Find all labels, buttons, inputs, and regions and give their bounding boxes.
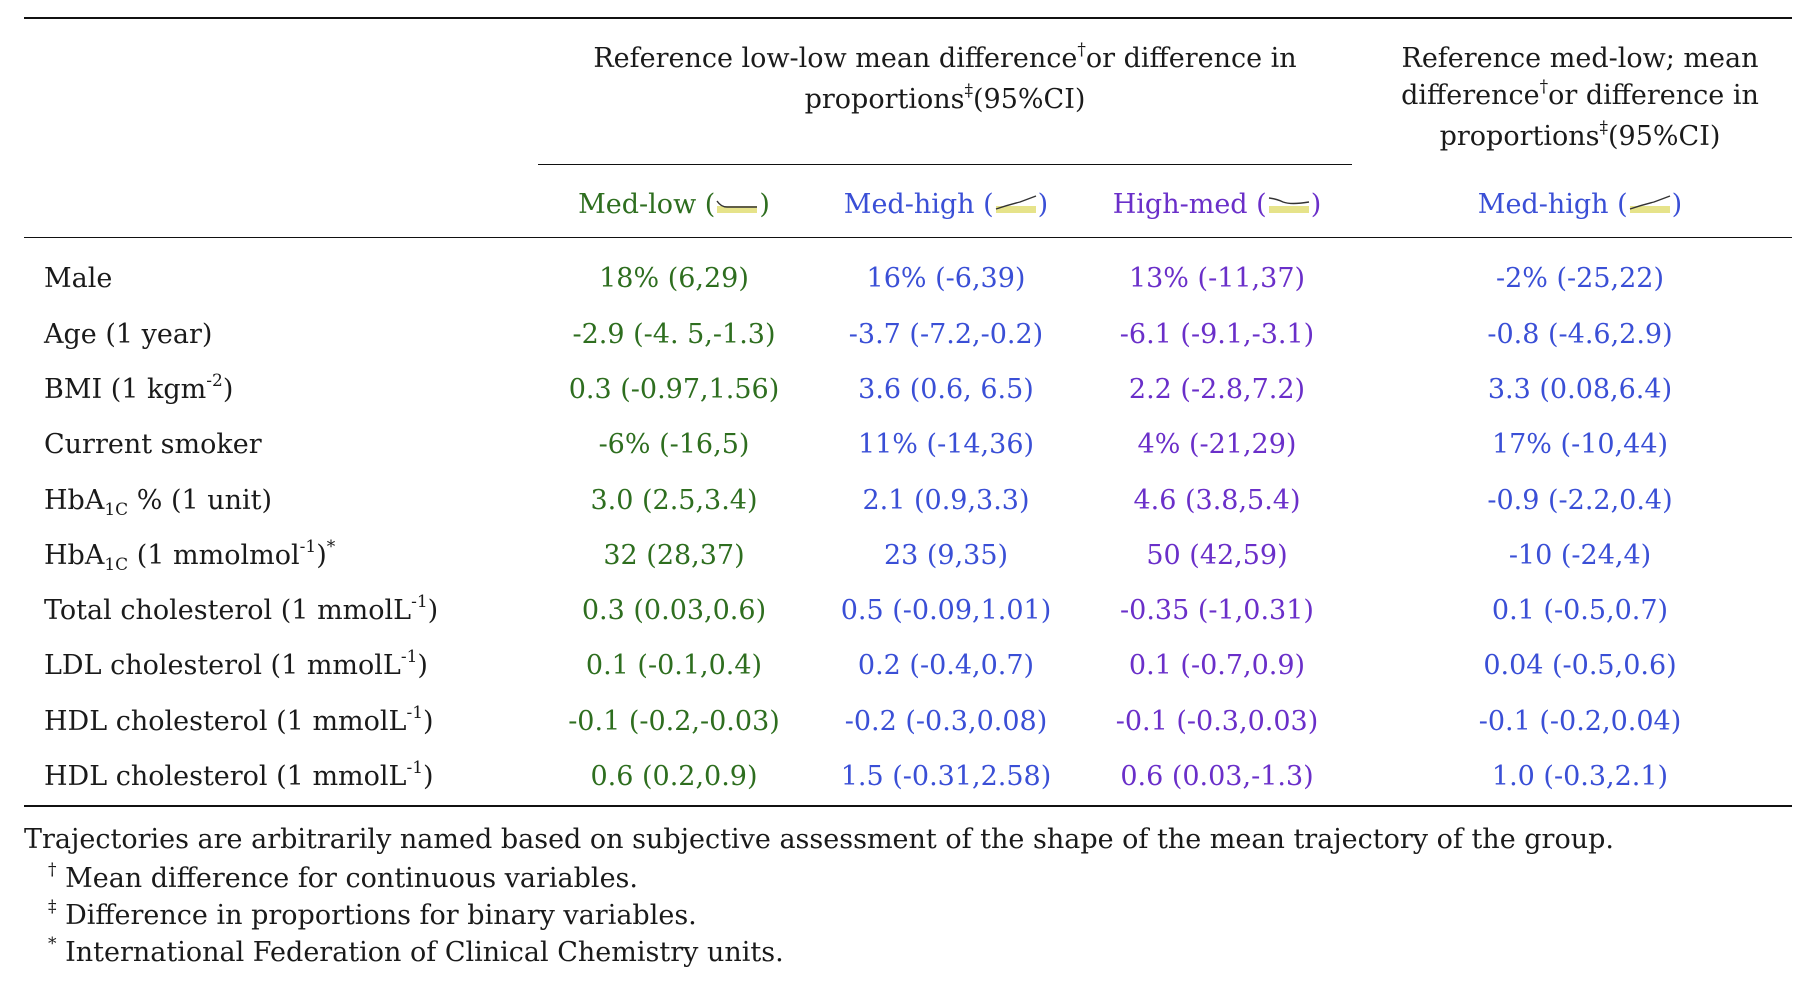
row-label-hba1c-mmolmol: HbA1C (1 mmolmol-1)* <box>44 537 336 575</box>
footnote-ddagger: ‡ Difference in proportions for binary v… <box>48 897 697 931</box>
table-cell: -2.9 (-4. 5,-1.3) <box>572 319 776 350</box>
group-rule <box>538 164 1352 165</box>
table-cell: 1.5 (-0.31,2.58) <box>840 761 1052 792</box>
table-cell: -10 (-24,4) <box>1508 540 1652 571</box>
table-cell: -6% (-16,5) <box>598 429 750 460</box>
table-cell: -0.1 (-0.2,-0.03) <box>568 706 780 737</box>
row-label-current-smoker: Current smoker <box>44 429 262 460</box>
table-cell: 2.1 (0.9,3.3) <box>862 485 1030 516</box>
table-cell: 1.0 (-0.3,2.1) <box>1491 761 1669 792</box>
table-cell: -0.1 (-0.3,0.03) <box>1115 706 1319 737</box>
row-label-male: Male <box>44 263 113 294</box>
row-label-total-cholesterol: Total cholesterol (1 mmolL-1) <box>44 592 439 626</box>
row-label-hdl-cholesterol-2: HDL cholesterol (1 mmolL-1) <box>44 758 434 792</box>
footnote-trajectories: Trajectories are arbitrarily named based… <box>24 824 1614 855</box>
falling-trajectory-icon <box>1268 197 1309 213</box>
footnote-dagger: † Mean difference for continuous variabl… <box>48 860 638 894</box>
table-cell: 0.6 (0.2,0.9) <box>590 761 758 792</box>
table-cell: 4% (-21,29) <box>1137 429 1297 460</box>
table-cell: 0.1 (-0.7,0.9) <box>1128 650 1306 681</box>
row-label-ldl-cholesterol: LDL cholesterol (1 mmolL-1) <box>44 647 428 681</box>
table-cell: 3.6 (0.6, 6.5) <box>858 374 1034 405</box>
row-label-age: Age (1 year) <box>44 319 213 350</box>
table-cell: -0.8 (-4.6,2.9) <box>1487 319 1673 350</box>
table-cell: 0.3 (-0.97,1.56) <box>568 374 780 405</box>
table-cell: 17% (-10,44) <box>1491 429 1669 460</box>
table-cell: 0.6 (0.03,-1.3) <box>1120 761 1314 792</box>
table-cell: 2.2 (-2.8,7.2) <box>1128 374 1306 405</box>
table-cell: -6.1 (-9.1,-3.1) <box>1119 319 1315 350</box>
table-cell: 18% (6,29) <box>599 263 749 294</box>
table-cell: 0.04 (-0.5,0.6) <box>1483 650 1677 681</box>
top-rule <box>24 17 1792 19</box>
column-header-med-low: Med-low () <box>578 189 770 220</box>
row-label-hba1c-percent: HbA1C % (1 unit) <box>44 485 273 520</box>
group-header-low-low: Reference low-low mean difference†or dif… <box>593 40 1297 115</box>
table-cell: -0.1 (-0.2,0.04) <box>1478 706 1682 737</box>
column-header-med-high: Med-high () <box>843 189 1049 220</box>
table-cell: 0.2 (-0.4,0.7) <box>857 650 1035 681</box>
table-cell: 4.6 (3.8,5.4) <box>1133 485 1301 516</box>
table-cell: 13% (-11,37) <box>1128 263 1306 294</box>
table-cell: 32 (28,37) <box>603 540 745 571</box>
table-cell: 3.0 (2.5,3.4) <box>590 485 758 516</box>
table-cell: 23 (9,35) <box>883 540 1009 571</box>
table-cell: 3.3 (0.08,6.4) <box>1487 374 1673 405</box>
table-cell: -0.2 (-0.3,0.08) <box>844 706 1048 737</box>
row-label-bmi: BMI (1 kgm-2) <box>44 371 234 405</box>
table-cell: 0.3 (0.03,0.6) <box>581 595 767 626</box>
table-cell: -0.35 (-1,0.31) <box>1120 595 1314 626</box>
table-cell: 0.5 (-0.09,1.01) <box>840 595 1052 626</box>
table-cell: 0.1 (-0.5,0.7) <box>1491 595 1669 626</box>
group-header-med-low: Reference med-low; mean difference†or di… <box>1401 43 1759 152</box>
table-cell: 0.1 (-0.1,0.4) <box>585 650 763 681</box>
rising-trajectory-icon <box>1629 195 1670 213</box>
header-rule <box>24 237 1792 238</box>
table-cell: 11% (-14,36) <box>857 429 1035 460</box>
table-cell: 16% (-6,39) <box>866 263 1026 294</box>
row-label-hdl-cholesterol: HDL cholesterol (1 mmolL-1) <box>44 703 434 737</box>
bottom-rule <box>24 805 1792 807</box>
rising-trajectory-icon <box>995 195 1036 213</box>
table-cell: -2% (-25,22) <box>1495 263 1665 294</box>
footnote-star: * International Federation of Clinical C… <box>48 934 784 968</box>
flat-low-trajectory-icon <box>716 200 758 213</box>
table-cell: -0.9 (-2.2,0.4) <box>1487 485 1673 516</box>
table-cell: 50 (42,59) <box>1146 540 1288 571</box>
column-header-high-med: High-med () <box>1112 189 1322 220</box>
table-cell: -3.7 (-7.2,-0.2) <box>848 319 1044 350</box>
column-header-med-high-ref-med-low: Med-high () <box>1477 189 1683 220</box>
